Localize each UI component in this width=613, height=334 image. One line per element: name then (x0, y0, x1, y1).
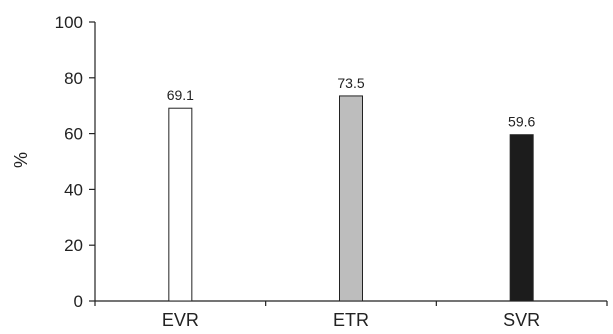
y-axis-title: % (11, 152, 31, 168)
data-label-evr: 69.1 (167, 87, 194, 103)
x-axis-ticks: EVR ETR SVR (94, 301, 608, 330)
data-label-svr: 59.6 (508, 114, 535, 130)
y-tick-label: 20 (64, 236, 83, 255)
bars-group (168, 95, 534, 302)
y-axis-ticks: 0 20 40 60 80 100 (55, 13, 95, 311)
y-tick-label: 100 (55, 13, 83, 32)
y-tick-label: 0 (74, 292, 83, 311)
bar-etr (339, 95, 363, 302)
x-category-label: ETR (333, 310, 369, 330)
y-tick-label: 60 (64, 125, 83, 144)
x-category-label: EVR (162, 310, 199, 330)
y-tick-label: 80 (64, 69, 83, 88)
x-category-label: SVR (503, 310, 540, 330)
data-labels-group: 69.1 73.5 59.6 (167, 75, 536, 130)
data-label-etr: 73.5 (337, 75, 364, 91)
y-tick-label: 40 (64, 180, 83, 199)
bar-evr (168, 107, 193, 302)
bar-svr (509, 134, 534, 302)
